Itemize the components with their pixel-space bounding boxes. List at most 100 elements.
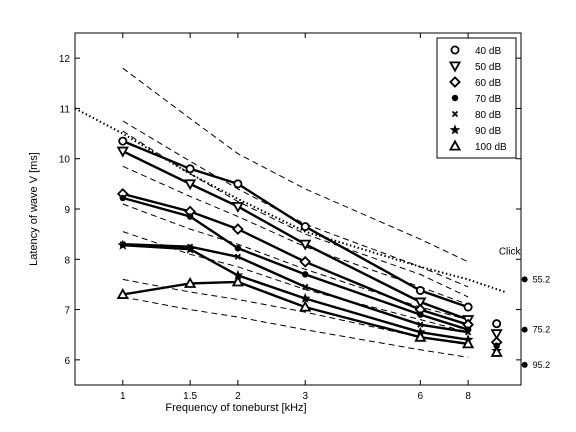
legend-marker-80db-shape xyxy=(451,110,459,118)
click-ref-label-2: 75.2 xyxy=(533,325,551,335)
legend-marker-80db xyxy=(451,110,459,118)
dashed-curve-1 xyxy=(122,67,469,263)
point-40db-2-shape xyxy=(233,179,243,189)
legend-marker-40db xyxy=(450,45,460,55)
click-ref-dot-2 xyxy=(521,326,528,333)
legend-box xyxy=(436,37,517,159)
series-lines xyxy=(122,139,469,345)
dashed-curve-6 xyxy=(122,231,469,333)
legend-marker-40db-shape xyxy=(450,45,460,55)
point-80db-3-shape xyxy=(302,283,309,291)
point-100db-1.5 xyxy=(183,276,197,288)
legend-marker-70db xyxy=(451,94,459,102)
point-70db-1-shape xyxy=(119,194,127,202)
point-100db-2 xyxy=(231,275,245,287)
point-50db-2 xyxy=(231,201,245,213)
legend-marker-70db-shape xyxy=(451,94,459,102)
dashed-curve-5 xyxy=(122,203,469,321)
click-group: Click 55.2 75.2 95.2 xyxy=(490,246,551,370)
point-60db-2 xyxy=(232,223,244,235)
point-40db-6-shape xyxy=(415,285,425,295)
point-40db-1.5 xyxy=(185,164,195,174)
legend-marker-90db-shape xyxy=(449,124,461,135)
series-line-90db xyxy=(122,244,469,341)
point-40db-1.5-shape xyxy=(185,164,195,174)
point-90db-2-shape xyxy=(232,269,244,280)
point-100db-2-shape xyxy=(231,275,245,287)
dashed-curve-4 xyxy=(122,165,469,305)
point-60db-3-shape xyxy=(299,255,312,268)
y-axis: 6 7 8 9 10 11 12 xyxy=(59,54,521,367)
click-ref-dot-3 xyxy=(521,361,528,368)
x-tick-label-3: 3 xyxy=(302,391,308,402)
series-line-100db xyxy=(122,280,469,345)
point-90db-1 xyxy=(117,239,129,250)
point-40db-6 xyxy=(415,285,425,295)
x-axis-label: Frequency of toneburst [kHz] xyxy=(165,402,306,414)
point-80db-6-shape xyxy=(417,321,424,328)
point-100db-1-shape xyxy=(116,288,129,299)
legend-label-60db: 60 dB xyxy=(475,78,501,89)
y-tick-label-8: 8 xyxy=(64,255,70,266)
x-tick-label-1.5: 1.5 xyxy=(183,391,197,402)
point-70db-3-shape xyxy=(301,271,309,278)
click-marker-2 xyxy=(490,329,503,341)
click-marker-7 xyxy=(490,345,503,357)
point-50db-1.5 xyxy=(183,179,197,191)
point-60db-2-shape xyxy=(232,223,244,235)
series-markers xyxy=(116,136,475,349)
point-70db-3 xyxy=(301,271,309,278)
legend-label-40db: 40 dB xyxy=(475,46,501,57)
legend-marker-90db xyxy=(449,124,461,135)
point-50db-2-shape xyxy=(231,201,245,213)
point-40db-1-shape xyxy=(118,136,128,146)
dashed-curve-8 xyxy=(122,296,469,358)
point-40db-2 xyxy=(233,179,243,189)
click-marker-1-shape xyxy=(492,319,502,329)
click-label: Click xyxy=(499,246,522,257)
click-ref-label-3: 95.2 xyxy=(533,360,551,370)
point-70db-1 xyxy=(119,194,127,202)
point-100db-6-shape xyxy=(414,330,427,342)
y-axis-label: Latency of wave V [ms] xyxy=(28,152,40,266)
y-tick-label-12: 12 xyxy=(59,54,71,65)
point-60db-3 xyxy=(299,255,312,268)
dashed-curve-3 xyxy=(122,130,469,298)
dashed-curves xyxy=(122,67,469,358)
point-70db-2-shape xyxy=(234,244,242,252)
series-line-80db xyxy=(122,243,469,334)
legend-marker-100db-shape xyxy=(448,139,462,151)
legend-label-50db: 50 dB xyxy=(475,62,501,73)
point-90db-1.5 xyxy=(184,243,196,254)
point-90db-1.5-shape xyxy=(184,243,196,254)
point-40db-8-shape xyxy=(463,302,473,312)
legend-marker-60db xyxy=(449,76,461,88)
x-tick-label-1: 1 xyxy=(120,391,126,402)
point-50db-6 xyxy=(414,297,427,309)
y-tick-label-10: 10 xyxy=(59,155,71,166)
legend-marker-100db xyxy=(448,139,462,151)
point-90db-1-shape xyxy=(117,239,129,250)
legend-marker-60db-shape xyxy=(449,76,461,88)
legend: 40 dB 50 dB 60 dB 70 dB 80 dB 90 dB 100 dB xyxy=(436,37,517,159)
point-100db-8 xyxy=(461,337,475,349)
point-50db-1 xyxy=(116,146,129,158)
point-90db-2 xyxy=(232,269,244,280)
legend-marker-50db xyxy=(448,61,462,73)
point-50db-1.5-shape xyxy=(183,179,197,191)
point-40db-3 xyxy=(300,222,310,232)
point-70db-1.5-shape xyxy=(186,213,194,220)
dashed-curve-2 xyxy=(122,120,469,288)
point-100db-1.5-shape xyxy=(183,276,197,288)
point-70db-1.5 xyxy=(186,213,194,220)
legend-label-70db: 70 dB xyxy=(475,94,501,105)
point-100db-3 xyxy=(299,300,312,312)
x-tick-label-2: 2 xyxy=(235,391,241,402)
point-100db-6 xyxy=(414,330,427,342)
point-90db-3-shape xyxy=(299,292,311,303)
x-tick-label-6: 6 xyxy=(418,391,424,402)
legend-label-100db: 100 dB xyxy=(475,142,507,153)
point-80db-3 xyxy=(302,283,309,291)
point-80db-8-shape xyxy=(464,329,472,336)
